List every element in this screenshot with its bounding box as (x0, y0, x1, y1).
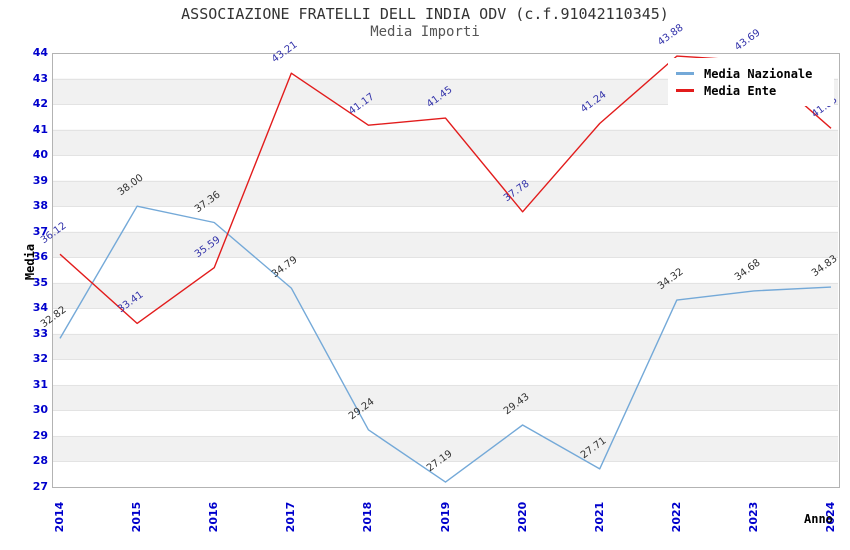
y-tick-label: 40 (32, 148, 48, 162)
x-axis-title: Anno (804, 512, 833, 526)
x-tick-label: 2020 (515, 501, 529, 533)
y-tick-label: 27 (32, 480, 48, 493)
legend-item-ente: Media Ente (676, 82, 826, 99)
x-tick-label: 2023 (746, 501, 760, 533)
y-axis-title: Media (23, 243, 37, 281)
y-tick-label: 29 (32, 428, 48, 442)
line-swatch-blue-icon (676, 72, 694, 75)
y-tick-label: 38 (32, 199, 48, 213)
y-tick-label: 42 (32, 97, 48, 111)
legend-label: Media Ente (704, 83, 777, 98)
x-tick-label: 2019 (438, 501, 452, 533)
y-tick-label: 36 (32, 250, 48, 264)
y-tick-label: 44 (32, 46, 48, 59)
legend: Media Nazionale Media Ente (668, 58, 834, 106)
chart-subtitle: Media Importi (370, 24, 480, 40)
y-tick-label: 33 (32, 326, 48, 340)
x-tick-label: 2018 (361, 501, 375, 533)
x-tick-label: 2022 (669, 501, 683, 533)
chart-title: ASSOCIAZIONE FRATELLI DELL INDIA ODV (c.… (181, 5, 669, 23)
x-tick-label: 2014 (53, 501, 66, 533)
x-tick-label: 2015 (130, 501, 144, 533)
y-tick-label: 37 (32, 224, 48, 238)
x-tick-label: 2016 (207, 501, 221, 533)
y-tick-label: 35 (32, 275, 48, 289)
y-tick-label: 39 (32, 173, 48, 187)
y-tick-label: 43 (32, 71, 48, 85)
y-tick-label: 34 (32, 301, 48, 315)
y-tick-label: 31 (32, 377, 48, 391)
legend-label: Media Nazionale (704, 66, 813, 81)
y-tick-label: 32 (32, 352, 48, 366)
line-swatch-red-icon (676, 89, 694, 92)
y-tick-label: 41 (32, 122, 48, 136)
y-tick-label: 28 (32, 454, 48, 468)
y-tick-label: 30 (32, 403, 48, 417)
legend-item-nazionale: Media Nazionale (676, 65, 826, 82)
x-tick-label: 2017 (284, 501, 298, 533)
x-tick-label: 2021 (592, 501, 606, 533)
